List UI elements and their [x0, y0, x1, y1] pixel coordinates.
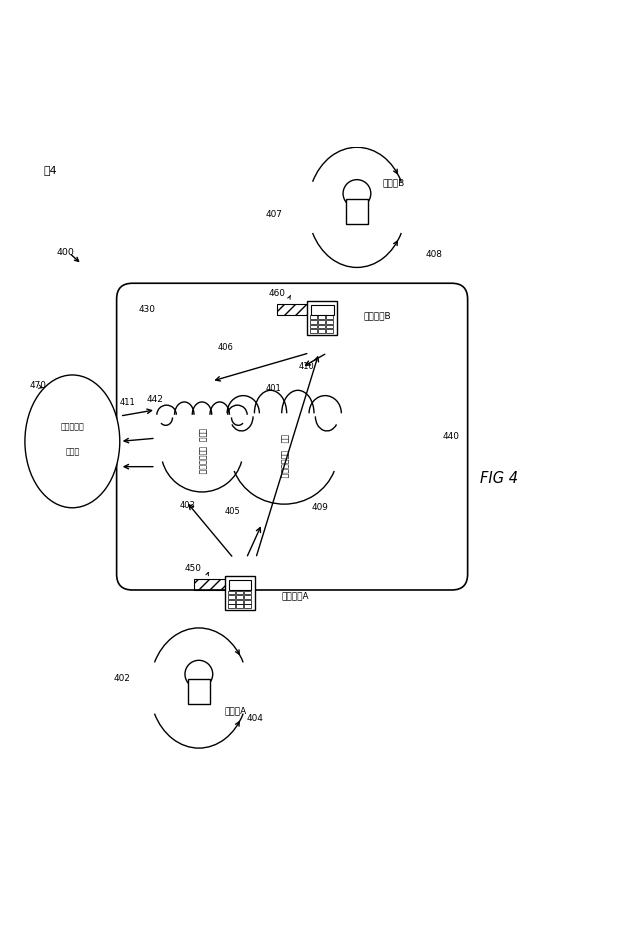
Bar [326, 316, 333, 320]
Text: 442: 442 [147, 395, 164, 404]
Bar [277, 305, 331, 316]
Bar [188, 679, 209, 704]
Text: 401: 401 [265, 383, 281, 393]
Text: 405: 405 [224, 507, 240, 516]
Text: コンテンツ: コンテンツ [61, 421, 84, 431]
Bar [311, 306, 334, 316]
Bar [228, 591, 235, 595]
Text: 403: 403 [180, 500, 196, 509]
Bar [310, 316, 317, 320]
Text: 407: 407 [265, 210, 282, 219]
Ellipse shape [25, 376, 120, 509]
Bar [318, 316, 325, 320]
Text: 400: 400 [57, 248, 75, 257]
Bar [236, 596, 243, 599]
Bar [326, 321, 333, 325]
Bar [244, 591, 251, 595]
Text: データ: データ [198, 427, 207, 442]
Bar [225, 577, 255, 611]
Bar [236, 605, 243, 609]
Bar [326, 325, 333, 329]
Text: デバイスA: デバイスA [281, 590, 309, 599]
Bar [318, 329, 325, 334]
Bar [244, 605, 251, 609]
Bar [244, 596, 251, 599]
Text: 音声: 音声 [279, 434, 289, 444]
Text: サーバ: サーバ [65, 447, 80, 456]
Text: 図4: 図4 [44, 164, 57, 174]
Text: 430: 430 [138, 304, 156, 314]
Text: 411: 411 [120, 397, 135, 406]
Text: ネットワーク: ネットワーク [279, 450, 289, 478]
Bar [195, 580, 249, 590]
Bar [244, 600, 251, 604]
Text: 470: 470 [29, 380, 46, 390]
Bar [228, 600, 235, 604]
Text: 408: 408 [426, 250, 442, 259]
Text: 404: 404 [246, 714, 263, 723]
Text: 406: 406 [218, 342, 234, 352]
Bar [318, 325, 325, 329]
Bar [236, 591, 243, 595]
Text: 460: 460 [269, 289, 285, 298]
Text: 402: 402 [114, 673, 130, 682]
Bar [310, 329, 317, 334]
Text: 409: 409 [311, 502, 329, 511]
Bar [236, 600, 243, 604]
Bar [228, 596, 235, 599]
Text: FIG 4: FIG 4 [480, 470, 518, 485]
Text: 450: 450 [184, 563, 201, 573]
Bar [228, 581, 251, 590]
Bar [310, 325, 317, 329]
Text: デバイスB: デバイスB [363, 311, 391, 320]
Text: ユーザA: ユーザA [224, 706, 246, 715]
Bar [228, 605, 235, 609]
Text: 440: 440 [442, 432, 459, 440]
Bar [307, 302, 338, 335]
Text: ネットワーク: ネットワーク [198, 445, 207, 474]
Text: ユーザB: ユーザB [382, 178, 404, 187]
Bar [310, 321, 317, 325]
Text: 410: 410 [299, 362, 315, 370]
Bar [318, 321, 325, 325]
Bar [346, 200, 367, 225]
Bar [326, 329, 333, 334]
